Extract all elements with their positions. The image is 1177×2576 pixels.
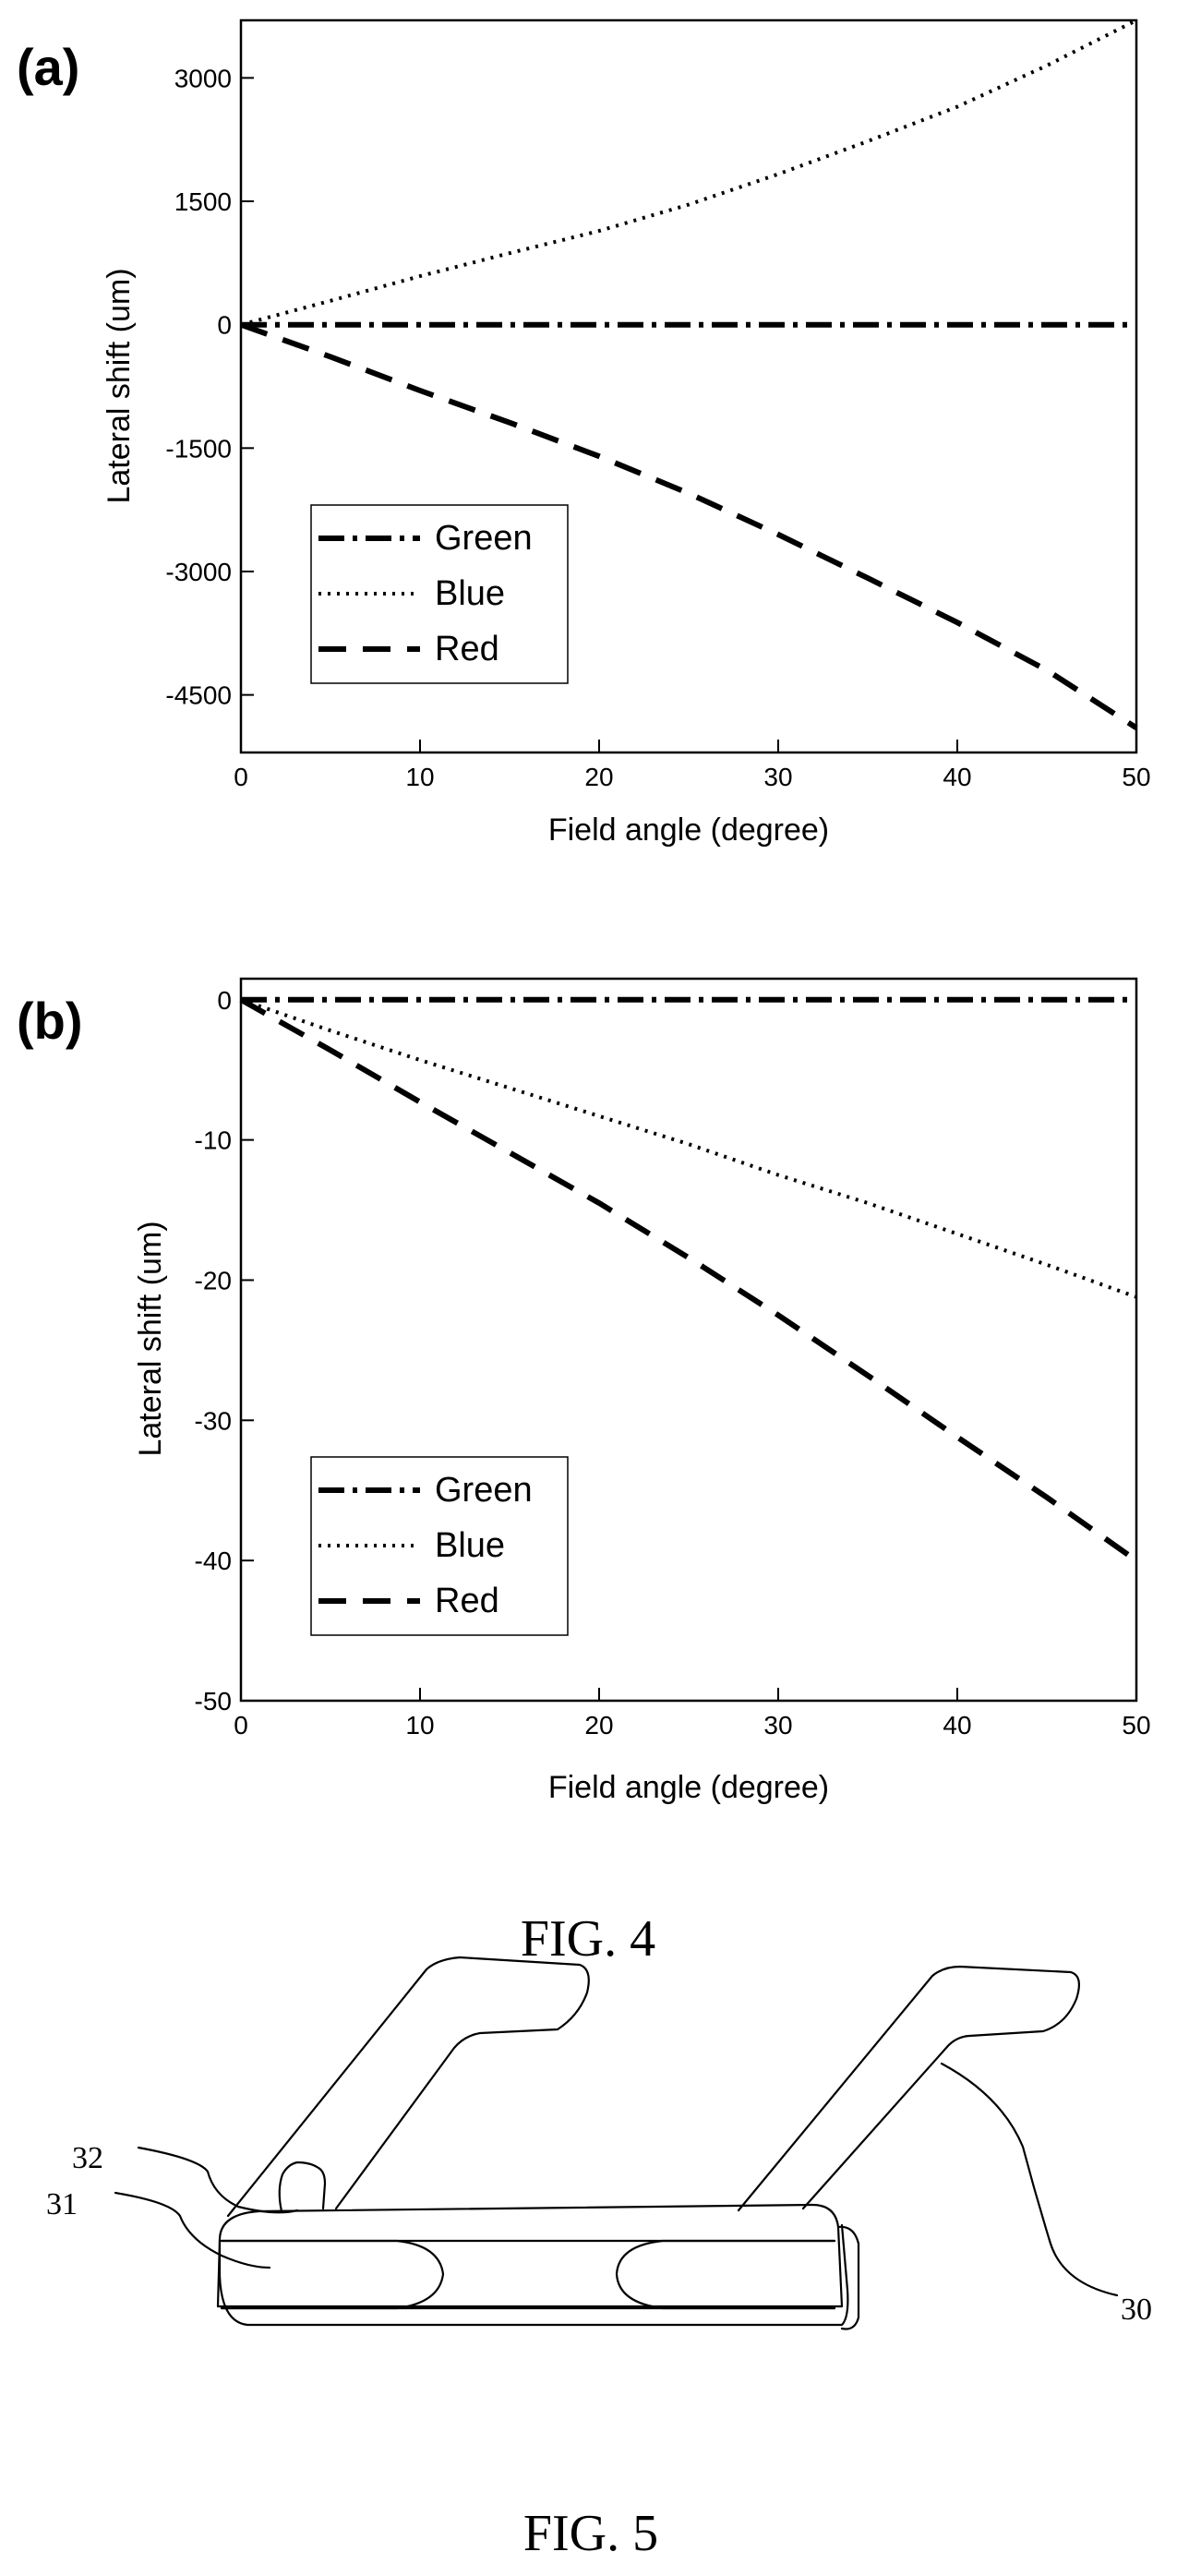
plot-frame-a [239, 18, 1138, 754]
reference-label-31: 31 [46, 2187, 78, 2221]
reference-label-32: 32 [72, 2141, 103, 2175]
legend-entry-red-a: Red [435, 630, 499, 668]
x-axis-label-b: Field angle (degree) [548, 1770, 829, 1805]
legend-box-a [310, 504, 569, 684]
legend-entry-green-a: Green [435, 519, 533, 558]
legend-a: Green Blue Red [310, 504, 569, 684]
figure-4-caption: FIG. 4 [521, 1910, 655, 1968]
y-tick-label: -40 [195, 1547, 232, 1575]
figure-5-caption: FIG. 5 [523, 2505, 658, 2562]
y-tick-label: 3000 [174, 64, 232, 92]
x-axis-label-a: Field angle (degree) [548, 813, 829, 848]
legend-entry-blue-a: Blue [435, 574, 505, 613]
leader-line-30 [940, 2062, 1119, 2297]
y-tick-label: 0 [217, 311, 232, 340]
frame-side-edge [836, 2225, 860, 2330]
camera-module [278, 2161, 327, 2213]
x-tick-label: 0 [234, 1711, 248, 1739]
y-axis-label-b: Lateral shift (um) [133, 1221, 168, 1456]
series-line-blue [240, 997, 1137, 1299]
right-lens [615, 2239, 836, 2310]
panel-label-b: (b) [17, 992, 83, 1050]
y-tick-label: 0 [217, 986, 232, 1015]
series-line-blue [240, 18, 1137, 327]
y-tick-label: -30 [195, 1406, 232, 1435]
y-tick-label: -3000 [165, 558, 232, 586]
leader-line-31 [114, 2191, 271, 2269]
series-layer-a [239, 18, 1138, 730]
x-tick-label: 20 [584, 1711, 613, 1739]
legend-box-b [310, 1456, 569, 1636]
y-tick-label: 1500 [174, 187, 232, 216]
legend-entry-green-b: Green [435, 1471, 533, 1510]
leader-line-32 [137, 2146, 299, 2214]
left-lens [220, 2239, 445, 2310]
glasses-drawing [114, 1956, 1119, 2330]
series-line-red [239, 321, 1138, 730]
x-tick-label: 40 [943, 763, 971, 791]
legend-b: Green Blue Red [310, 1456, 569, 1636]
y-axis-label-a: Lateral shift (um) [102, 268, 137, 503]
plot-frame-b [239, 977, 1138, 1703]
x-tick-label: 20 [584, 763, 613, 791]
eyewear-frame-top [216, 2203, 844, 2308]
legend-entry-blue-b: Blue [435, 1526, 505, 1565]
legend-entry-red-b: Red [435, 1582, 499, 1620]
x-tick-label: 0 [234, 763, 248, 791]
left-temple-arm [226, 1956, 590, 2218]
y-tick-label: -20 [195, 1266, 232, 1294]
x-tick-label: 10 [405, 1711, 434, 1739]
eyewear-frame-body [218, 2223, 849, 2327]
y-tick-label: -1500 [165, 434, 232, 463]
panel-label-a: (a) [17, 38, 79, 96]
right-temple-arm [737, 1965, 1081, 2212]
chart-panel-b: (b) 0 10 20 30 40 50 -50 -40 -30 -20 -10 0 Field an… [17, 977, 1151, 1805]
ticks-a: 0 10 20 30 40 50 -4500 -3000 -1500 0 1500 3000 [165, 64, 1150, 791]
ticks-b: 0 10 20 30 40 50 -50 -40 -30 -20 -10 0 [195, 986, 1151, 1739]
x-tick-label: 50 [1122, 1711, 1150, 1739]
x-tick-label: 10 [405, 763, 434, 791]
x-tick-label: 30 [763, 763, 792, 791]
y-tick-label: -4500 [165, 681, 232, 710]
y-tick-label: -50 [195, 1687, 232, 1715]
series-layer-b [239, 996, 1138, 1563]
x-tick-label: 30 [763, 1711, 792, 1739]
y-tick-label: -10 [195, 1126, 232, 1155]
chart-panel-a: (a) 0 10 20 30 40 50-4500-3000-1500015003000 … [17, 18, 1151, 848]
reference-label-30: 30 [1121, 2293, 1152, 2327]
x-tick-label: 40 [943, 1711, 971, 1739]
x-tick-label: 50 [1122, 763, 1150, 791]
